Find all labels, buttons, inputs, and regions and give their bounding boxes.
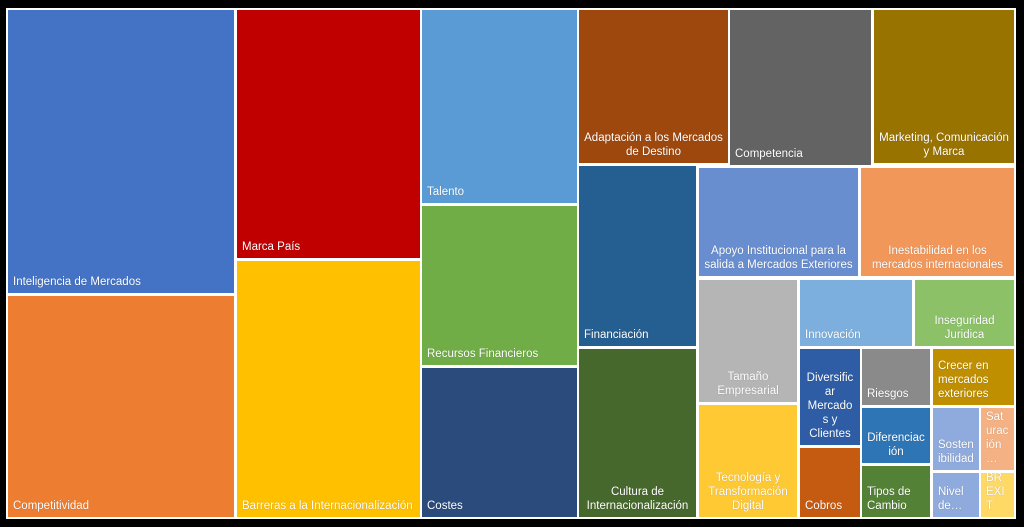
treemap-tile-label: Marketing, Comunicación y Marca	[879, 131, 1009, 158]
treemap-tile-innovacion: Innovación	[800, 280, 912, 346]
treemap-tile-inseguridad-juridica: Inseguridad Juridica	[915, 280, 1014, 346]
treemap-tile-label: Cultura de Internacionalización	[586, 485, 689, 512]
treemap-tile-label: Cobros	[805, 499, 843, 512]
treemap-tile-sostenibilidad: Sostenibilidad	[933, 408, 979, 470]
treemap-tile-financiacion: Financiación	[579, 166, 696, 346]
treemap-tile-costes: Costes	[422, 368, 577, 517]
treemap-tile-label: Inteligencia de Mercados	[13, 275, 141, 288]
treemap-tile-diversificar-mercados-clientes: Diversificar Mercados y Clientes	[800, 349, 860, 445]
treemap-tile-tamano-empresarial: Tamaño Empresarial	[699, 280, 797, 402]
treemap-tile-adaptacion-mercados-destino: Adaptación a los Mercados de Destino	[579, 10, 728, 163]
treemap-tile-label: Adaptación a los Mercados de Destino	[584, 131, 723, 158]
treemap-tile-barreras-internacionalizacion: Barreras a la Internacionalización	[237, 261, 420, 517]
treemap-tile-marketing-comunicacion-marca: Marketing, Comunicación y Marca	[874, 10, 1014, 163]
treemap-tile-inteligencia-de-mercados: Inteligencia de Mercados	[8, 10, 234, 293]
treemap-tile-apoyo-institucional: Apoyo Institucional para la salida a Mer…	[699, 168, 858, 276]
treemap-tile-label: Riesgos	[867, 387, 909, 400]
treemap-tile-competitividad: Competitividad	[8, 296, 234, 517]
treemap-tile-label: Saturación…	[986, 410, 1009, 465]
treemap-tile-tecnologia-transformacion-digital: Tecnología y Transformación Digital	[699, 405, 797, 517]
treemap-tile-cobros: Cobros	[800, 448, 860, 517]
treemap-tile-label: Sostenibilidad	[938, 438, 974, 465]
treemap-tile-riesgos: Riesgos	[862, 349, 930, 405]
treemap-tile-label: Nivel de…	[938, 485, 964, 512]
treemap-tile-label: Barreras a la Internacionalización	[242, 499, 413, 512]
treemap-tile-label: Financiación	[584, 328, 649, 341]
treemap-tile-crecer-mercados-exteriores: Crecer en mercados exteriores	[933, 349, 1014, 405]
treemap-tile-label: Diferenciación	[867, 431, 925, 458]
treemap-tile-label: Competencia	[735, 147, 803, 160]
treemap-tile-diferenciacion: Diferenciación	[862, 408, 930, 463]
treemap-tile-label: Inestabilidad en los mercados internacio…	[871, 244, 1004, 271]
treemap-tile-label: BREXIT	[986, 473, 1005, 512]
treemap-tile-marca-pais: Marca País	[237, 10, 420, 258]
treemap-tile-label: Tecnología y Transformación Digital	[708, 471, 788, 512]
treemap-tile-talento: Talento	[422, 10, 577, 203]
treemap-tile-recursos-financieros: Recursos Financieros	[422, 206, 577, 365]
treemap-tile-saturacion: Saturación…	[981, 408, 1014, 470]
treemap-tile-label: Marca País	[242, 240, 301, 253]
treemap-tile-brexit: BREXIT	[981, 473, 1014, 517]
treemap-tile-label: Recursos Financieros	[427, 347, 539, 360]
treemap-tile-inestabilidad-mercados-internacionales: Inestabilidad en los mercados internacio…	[861, 168, 1014, 276]
treemap-tile-label: Inseguridad Juridica	[934, 314, 995, 341]
treemap-tile-label: Tamaño Empresarial	[717, 370, 779, 397]
treemap-tile-competencia: Competencia	[730, 10, 871, 165]
treemap-tile-label: Crecer en mercados exteriores	[938, 359, 989, 400]
treemap-tile-label: Apoyo Institucional para la salida a Mer…	[704, 244, 853, 271]
treemap-tile-nivel-de: Nivel de…	[933, 473, 979, 517]
treemap-tile-label: Talento	[427, 185, 465, 198]
treemap-tile-label: Diversificar Mercados y Clientes	[806, 371, 854, 440]
treemap-tile-label: Tipos de Cambio	[867, 485, 911, 512]
treemap-tile-cultura-internacionalizacion: Cultura de Internacionalización	[579, 349, 696, 517]
treemap-tile-tipos-de-cambio: Tipos de Cambio	[862, 466, 930, 517]
treemap-tile-label: Competitividad	[13, 499, 90, 512]
treemap-tile-label: Costes	[427, 499, 463, 512]
treemap-tile-label: Innovación	[805, 328, 861, 341]
